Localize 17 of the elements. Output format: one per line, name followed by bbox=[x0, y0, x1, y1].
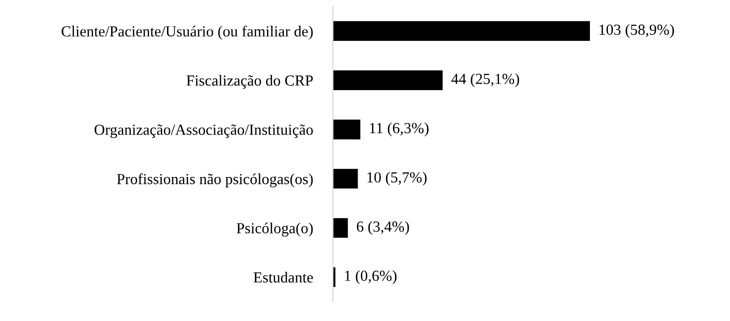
y-tick-label: Estudante bbox=[254, 272, 313, 283]
y-tick-label: Profissionais não psicólogas(os) bbox=[116, 173, 313, 188]
data-label: 6 (3,4%) bbox=[356, 220, 409, 235]
bar bbox=[332, 21, 590, 41]
data-label: 11 (6,3%) bbox=[370, 122, 429, 136]
bar bbox=[332, 218, 348, 238]
y-tick-label: Cliente/Paciente/Usuário (ou familiar de) bbox=[62, 26, 313, 40]
bar bbox=[332, 70, 443, 90]
y-tick-label: Psicóloga(o) bbox=[236, 222, 313, 237]
data-label: 103 (58,9%) bbox=[600, 24, 674, 38]
y-tick-label: Fiscalização do CRP bbox=[186, 74, 313, 89]
bar bbox=[332, 120, 360, 140]
data-label: 44 (25,1%) bbox=[451, 73, 520, 88]
bar bbox=[332, 168, 358, 189]
data-label: 10 (5,7%) bbox=[368, 172, 427, 186]
data-label: 1 (0,6%) bbox=[345, 270, 396, 284]
y-tick-label: Organização/Associação/Instituição bbox=[94, 124, 313, 138]
